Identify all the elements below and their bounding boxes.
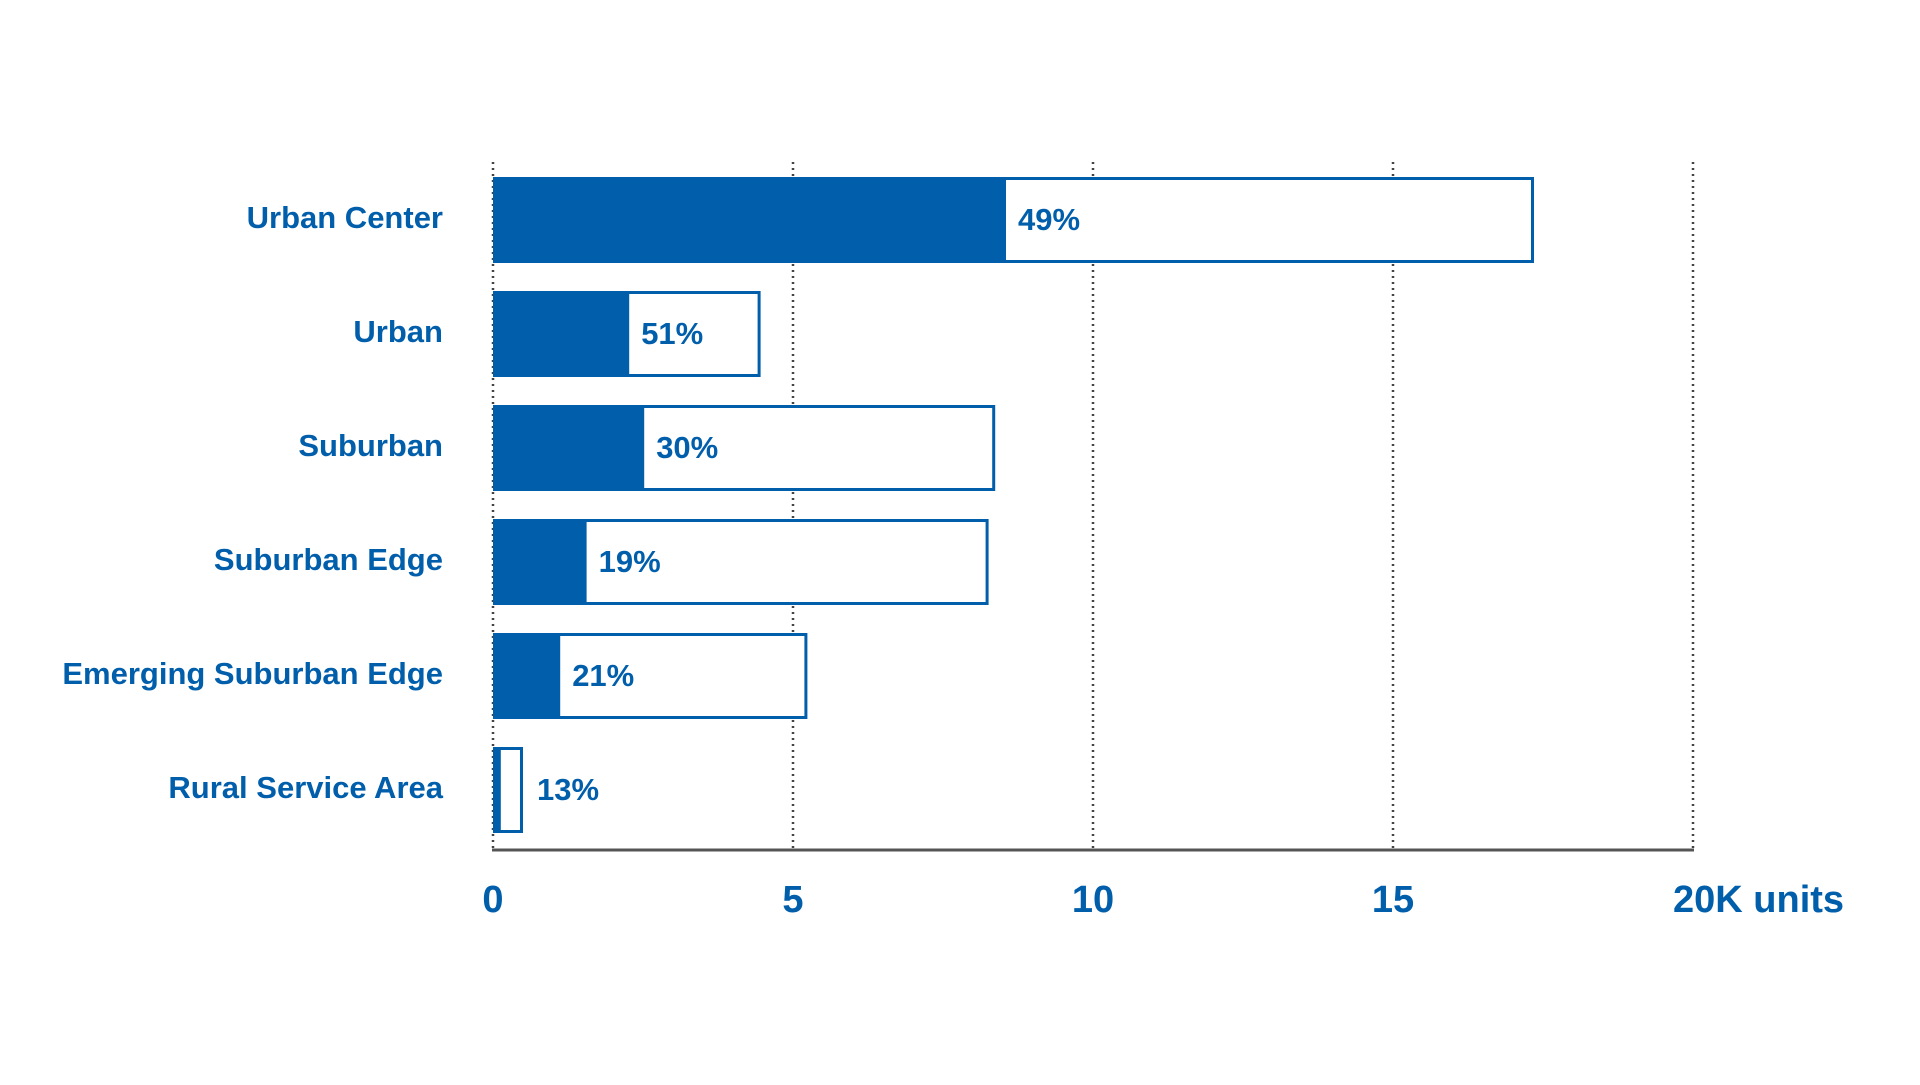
grid-layer	[491, 162, 1695, 850]
data-label-2: 30%	[656, 430, 718, 465]
axis-layer: 0 5 10 15 20K units	[482, 848, 1844, 921]
category-label-3: Suburban Edge	[214, 542, 443, 577]
bars-layer	[493, 177, 1534, 833]
x-tick-label-1: 5	[782, 879, 803, 921]
category-label-1: Urban	[353, 314, 443, 349]
category-label-0: Urban Center	[247, 200, 443, 235]
x-tick-label-3: 15	[1372, 879, 1414, 921]
category-label-5: Rural Service Area	[168, 770, 443, 805]
x-tick-label-4: 20K units	[1673, 879, 1844, 921]
data-label-5: 13%	[537, 772, 599, 807]
category-label-4: Emerging Suburban Edge	[62, 656, 443, 691]
x-tick-label-0: 0	[482, 879, 503, 921]
bar-share-3	[493, 519, 587, 605]
data-label-4: 21%	[572, 658, 634, 693]
bar-share-4	[493, 633, 561, 719]
data-label-1: 51%	[641, 316, 703, 351]
bar-share-5	[493, 747, 501, 833]
bar-share-0	[493, 177, 1006, 263]
labels-layer: Urban Center 49% Urban 51% Suburban 30% Suburb…	[62, 200, 1080, 807]
data-label-0: 49%	[1018, 202, 1080, 237]
bar-share-1	[493, 291, 630, 377]
data-label-3: 19%	[599, 544, 661, 579]
bar-share-2	[493, 405, 645, 491]
category-label-2: Suburban	[298, 428, 443, 463]
x-tick-label-2: 10	[1072, 879, 1114, 921]
